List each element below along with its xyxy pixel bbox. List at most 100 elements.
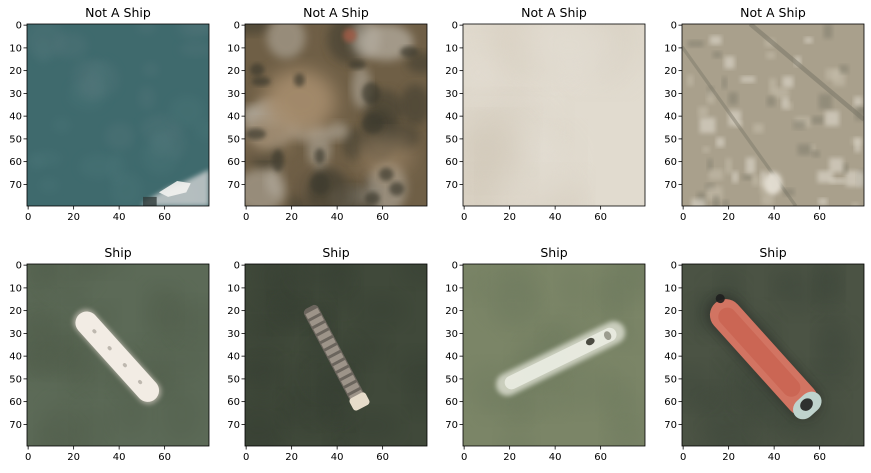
x-tick-label: 60 <box>813 452 826 463</box>
y-tick-label: 10 <box>9 283 22 294</box>
y-tick-label: 60 <box>227 397 240 408</box>
x-tick-label: 0 <box>680 212 686 223</box>
y-tick-label: 10 <box>227 283 240 294</box>
y-tick-label: 60 <box>9 157 22 168</box>
y-tick-label: 20 <box>227 306 240 317</box>
x-tick-label: 40 <box>768 452 781 463</box>
panel-4: Not A Ship 0 10 20 30 40 50 60 70 0 20 40 60 <box>664 5 865 223</box>
y-tick-label: 0 <box>234 21 240 32</box>
y-tick-label: 70 <box>445 420 458 431</box>
panel-title: Not A Ship <box>303 5 369 20</box>
y-tick-label: 60 <box>445 397 458 408</box>
y-tick-label: 20 <box>445 306 458 317</box>
y-tick-label: 70 <box>227 420 240 431</box>
y-tick-label: 50 <box>227 134 240 145</box>
y-tick-label: 30 <box>227 329 240 340</box>
y-tick-label: 30 <box>227 89 240 100</box>
y-tick-label: 20 <box>227 66 240 77</box>
y-tick-label: 10 <box>227 43 240 54</box>
y-tick-label: 10 <box>9 43 22 54</box>
y-tick-label: 0 <box>671 21 677 32</box>
panel-3: Not A Ship 0 10 20 30 40 50 60 70 0 20 40 60 <box>445 5 646 223</box>
y-tick-label: 50 <box>9 134 22 145</box>
x-tick-label: 20 <box>285 452 298 463</box>
panel-title: Not A Ship <box>740 5 806 20</box>
y-tick-label: 10 <box>445 43 458 54</box>
satellite-image <box>682 24 865 207</box>
x-tick-label: 60 <box>376 212 389 223</box>
y-tick-label: 60 <box>445 157 458 168</box>
y-tick-label: 50 <box>445 374 458 385</box>
panel-2: Not A Ship 0 10 20 30 40 50 60 70 0 20 40 60 <box>227 5 428 223</box>
x-tick-label: 0 <box>461 452 467 463</box>
y-tick-label: 0 <box>16 261 22 272</box>
axes-frame <box>244 23 428 207</box>
x-tick-label: 20 <box>67 212 80 223</box>
y-tick-label: 20 <box>9 306 22 317</box>
y-tick-label: 40 <box>445 112 458 123</box>
y-tick-label: 30 <box>664 89 677 100</box>
y-tick-label: 50 <box>445 134 458 145</box>
y-tick-label: 60 <box>227 157 240 168</box>
y-tick-label: 40 <box>664 352 677 363</box>
axes-frame <box>681 23 865 207</box>
x-tick-label: 20 <box>722 452 735 463</box>
panel-title: Ship <box>104 245 131 260</box>
y-tick-label: 70 <box>227 180 240 191</box>
x-tick-label: 60 <box>594 212 607 223</box>
x-tick-label: 0 <box>243 452 249 463</box>
satellite-image <box>245 24 428 207</box>
y-tick-label: 40 <box>664 112 677 123</box>
y-tick-label: 0 <box>671 261 677 272</box>
y-tick-label: 20 <box>9 66 22 77</box>
panel-6: Ship 0 10 20 30 40 50 60 70 0 20 40 60 <box>227 245 428 463</box>
x-tick-label: 40 <box>113 212 126 223</box>
panel-1: Not A Ship 0 10 20 30 40 50 60 70 0 20 40 60 <box>9 5 210 223</box>
y-tick-label: 0 <box>452 21 458 32</box>
x-tick-label: 20 <box>722 212 735 223</box>
x-tick-label: 40 <box>331 212 344 223</box>
y-tick-label: 10 <box>445 283 458 294</box>
y-tick-label: 40 <box>445 352 458 363</box>
x-tick-label: 40 <box>768 212 781 223</box>
axes-frame <box>244 263 428 447</box>
y-tick-label: 20 <box>664 66 677 77</box>
satellite-image <box>245 264 428 447</box>
x-tick-label: 60 <box>158 452 171 463</box>
panel-title: Ship <box>322 245 349 260</box>
x-tick-label: 60 <box>158 212 171 223</box>
panel-8: Ship 0 10 20 30 40 50 60 70 0 20 40 60 <box>664 245 865 463</box>
x-tick-label: 20 <box>503 212 516 223</box>
y-tick-label: 20 <box>664 306 677 317</box>
satellite-image <box>27 24 210 207</box>
panel-title: Ship <box>759 245 786 260</box>
y-tick-label: 0 <box>16 21 22 32</box>
y-tick-label: 70 <box>9 180 22 191</box>
x-tick-label: 0 <box>25 212 31 223</box>
y-tick-label: 70 <box>445 180 458 191</box>
axes-frame <box>26 263 210 447</box>
satellite-image <box>463 24 645 207</box>
x-tick-label: 40 <box>331 452 344 463</box>
x-tick-label: 60 <box>594 452 607 463</box>
axes-frame <box>681 263 865 447</box>
y-tick-label: 50 <box>664 134 677 145</box>
x-tick-label: 40 <box>113 452 126 463</box>
y-tick-label: 60 <box>9 397 22 408</box>
y-tick-label: 60 <box>664 157 677 168</box>
panel-5: Ship 0 10 20 30 40 50 60 70 0 20 40 60 <box>9 245 210 463</box>
y-tick-label: 10 <box>664 283 677 294</box>
panel-title: Ship <box>540 245 567 260</box>
x-tick-label: 60 <box>376 452 389 463</box>
y-tick-label: 40 <box>9 112 22 123</box>
panel-title: Not A Ship <box>521 5 587 20</box>
y-tick-label: 0 <box>234 261 240 272</box>
y-tick-label: 50 <box>227 374 240 385</box>
x-tick-label: 40 <box>549 452 562 463</box>
axes-frame <box>462 263 646 447</box>
y-tick-label: 0 <box>452 261 458 272</box>
y-tick-label: 40 <box>227 112 240 123</box>
y-tick-label: 50 <box>664 374 677 385</box>
